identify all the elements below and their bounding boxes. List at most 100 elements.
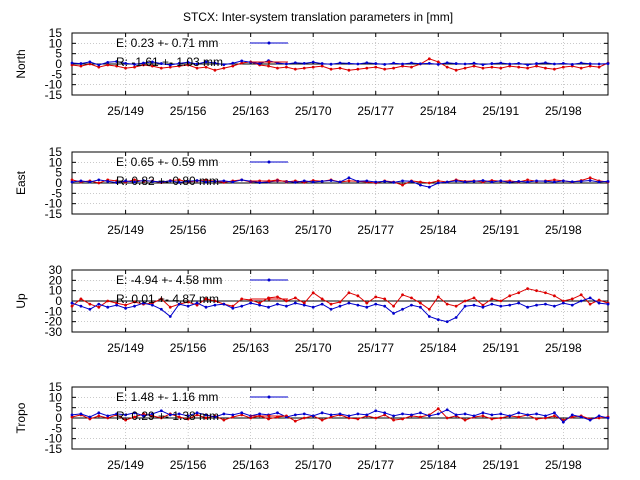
data-point-R	[151, 301, 154, 305]
y-tick-label: 10	[49, 155, 63, 169]
data-point-E	[436, 318, 440, 321]
data-point-E	[267, 305, 270, 309]
data-point-E	[204, 180, 208, 184]
data-point-R	[159, 297, 163, 301]
y-tick-label: -5	[51, 421, 62, 435]
data-point-E	[419, 183, 422, 187]
x-tick-label: 25/149	[107, 458, 144, 472]
data-point-E	[293, 61, 297, 65]
y-axis-label: East	[14, 170, 28, 195]
data-point-E	[329, 179, 333, 182]
data-point-R	[517, 65, 521, 69]
x-tick-label: 25/163	[232, 341, 269, 355]
data-point-R	[159, 416, 163, 420]
data-point-E	[124, 413, 127, 417]
data-point-R	[544, 416, 547, 420]
x-tick-label: 25/163	[232, 104, 269, 118]
data-point-E	[293, 413, 297, 417]
data-point-R	[445, 65, 449, 69]
data-point-E	[374, 180, 378, 184]
y-tick-label: -15	[45, 88, 63, 102]
data-point-E	[517, 411, 521, 415]
data-point-R	[133, 415, 136, 419]
legend-swatch-point-E	[267, 41, 271, 45]
data-point-R	[320, 64, 324, 68]
data-point-R	[356, 417, 360, 421]
data-point-R	[374, 416, 378, 420]
data-point-R	[553, 67, 556, 71]
data-point-R	[436, 407, 440, 411]
legend-entry-R: R: -1.61 +- 1.03 mm	[116, 55, 223, 69]
data-point-R	[70, 304, 74, 308]
data-point-R	[427, 307, 431, 311]
data-point-E	[168, 63, 172, 67]
data-point-R	[517, 291, 521, 295]
data-point-E	[588, 179, 592, 182]
data-point-R	[168, 65, 172, 69]
data-point-R	[311, 291, 315, 295]
data-point-E	[508, 62, 512, 66]
data-point-E	[374, 62, 378, 65]
data-point-E	[115, 303, 119, 307]
data-point-R	[168, 305, 172, 309]
data-point-R	[535, 289, 538, 293]
data-point-R	[151, 414, 154, 418]
data-point-R	[526, 178, 529, 182]
data-point-R	[115, 64, 119, 68]
data-point-E	[535, 179, 538, 183]
data-point-E	[168, 179, 172, 183]
data-point-E	[213, 303, 217, 307]
y-axis-label: North	[14, 49, 28, 78]
y-tick-label: 30	[49, 263, 63, 277]
data-point-E	[427, 185, 431, 189]
data-point-R	[401, 183, 404, 187]
y-tick-label: 15	[49, 26, 63, 40]
x-tick-label: 25/198	[545, 223, 582, 237]
data-point-E	[195, 411, 199, 415]
data-point-E	[490, 180, 494, 184]
data-point-R	[561, 65, 565, 69]
data-point-E	[285, 304, 288, 308]
data-point-R	[419, 180, 422, 184]
data-point-E	[231, 180, 235, 184]
data-point-R	[293, 296, 297, 300]
data-point-E	[70, 301, 74, 305]
data-point-E	[392, 312, 395, 315]
data-point-R	[463, 299, 467, 303]
data-point-R	[159, 66, 163, 70]
data-point-E	[588, 418, 592, 422]
data-point-E	[159, 409, 163, 413]
y-tick-label: -15	[45, 207, 63, 221]
data-point-E	[151, 179, 154, 183]
data-point-R	[195, 413, 199, 417]
data-point-R	[293, 419, 297, 423]
data-point-E	[356, 303, 360, 307]
data-point-R	[365, 66, 369, 70]
data-point-R	[570, 297, 574, 301]
data-point-R	[597, 298, 601, 302]
data-point-R	[454, 304, 458, 308]
data-point-R	[517, 415, 521, 419]
data-point-E	[106, 305, 110, 309]
data-point-R	[302, 416, 306, 420]
data-point-E	[329, 413, 333, 417]
data-point-E	[606, 302, 610, 306]
data-point-R	[419, 301, 422, 305]
data-point-R	[356, 294, 360, 298]
data-point-R	[320, 418, 324, 422]
data-point-E	[186, 60, 190, 64]
legend-entry-E: E: 0.65 +- 0.59 mm	[116, 155, 218, 169]
data-point-E	[97, 178, 101, 182]
data-point-E	[204, 413, 208, 417]
data-point-E	[320, 62, 324, 65]
data-point-R	[231, 415, 235, 419]
y-tick-label: 0	[55, 176, 62, 190]
data-point-R	[445, 302, 449, 306]
data-point-R	[472, 296, 476, 300]
data-point-R	[231, 64, 235, 68]
data-point-E	[106, 414, 110, 418]
y-tick-label: 10	[49, 390, 63, 404]
data-point-E	[168, 413, 172, 417]
data-point-E	[526, 305, 529, 309]
data-point-R	[258, 301, 261, 305]
